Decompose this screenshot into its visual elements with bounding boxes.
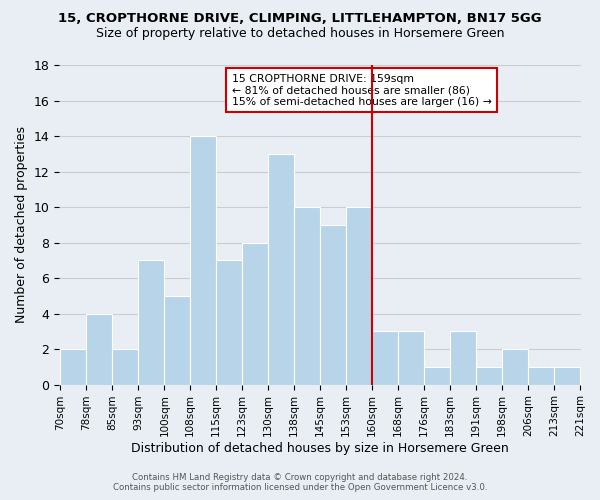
X-axis label: Distribution of detached houses by size in Horsemere Green: Distribution of detached houses by size …: [131, 442, 509, 455]
Bar: [554, 367, 580, 384]
Bar: [268, 154, 294, 384]
Bar: [450, 332, 476, 384]
Bar: [476, 367, 502, 384]
Bar: [86, 314, 112, 384]
Bar: [61, 349, 86, 384]
Text: 15, CROPTHORNE DRIVE, CLIMPING, LITTLEHAMPTON, BN17 5GG: 15, CROPTHORNE DRIVE, CLIMPING, LITTLEHA…: [58, 12, 542, 26]
Bar: [190, 136, 216, 384]
Bar: [346, 207, 372, 384]
Bar: [242, 242, 268, 384]
Bar: [424, 367, 450, 384]
Bar: [139, 260, 164, 384]
Bar: [502, 349, 528, 384]
Bar: [112, 349, 139, 384]
Bar: [528, 367, 554, 384]
Bar: [294, 207, 320, 384]
Bar: [216, 260, 242, 384]
Bar: [164, 296, 190, 384]
Bar: [320, 225, 346, 384]
Bar: [372, 332, 398, 384]
Bar: [398, 332, 424, 384]
Text: 15 CROPTHORNE DRIVE: 159sqm
← 81% of detached houses are smaller (86)
15% of sem: 15 CROPTHORNE DRIVE: 159sqm ← 81% of det…: [232, 74, 492, 107]
Text: Size of property relative to detached houses in Horsemere Green: Size of property relative to detached ho…: [96, 28, 504, 40]
Text: Contains HM Land Registry data © Crown copyright and database right 2024.
Contai: Contains HM Land Registry data © Crown c…: [113, 473, 487, 492]
Y-axis label: Number of detached properties: Number of detached properties: [15, 126, 28, 324]
